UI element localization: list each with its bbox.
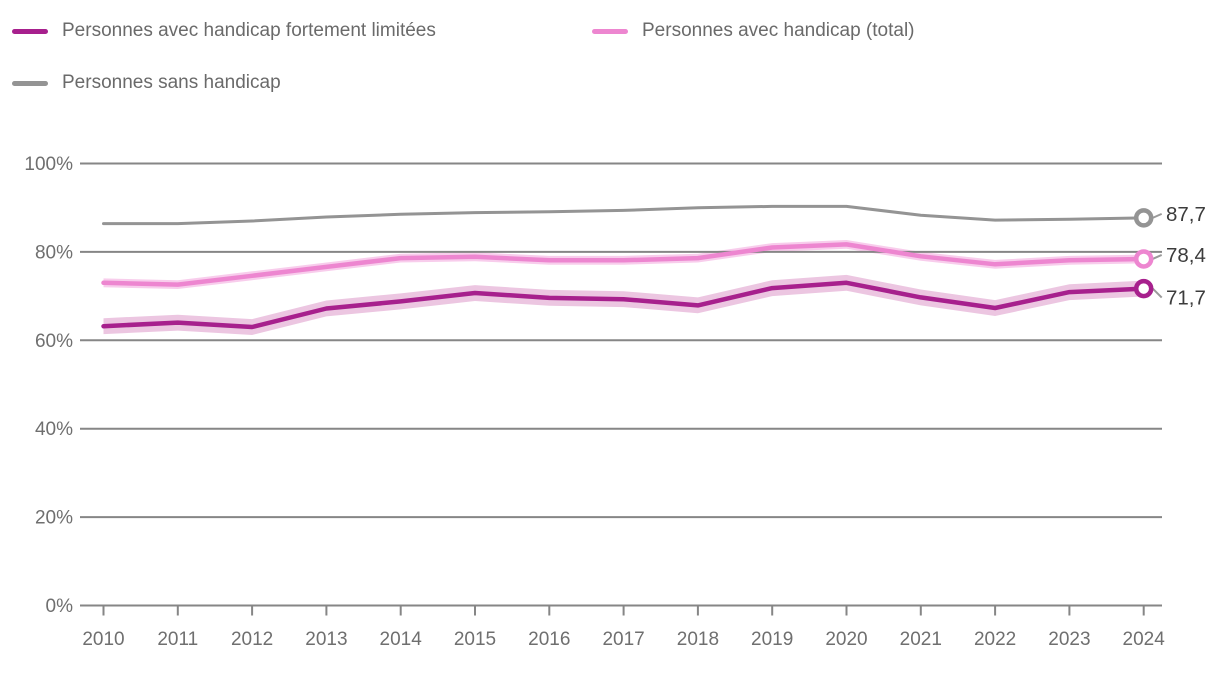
end-marker-2 xyxy=(1133,208,1154,228)
x-axis-tick-label: 2024 xyxy=(1123,629,1166,650)
series-line-2 xyxy=(102,204,1146,226)
series-line-1 xyxy=(101,242,1146,287)
x-axis-tick-label: 2014 xyxy=(380,629,423,650)
x-axis-tick-label: 2013 xyxy=(305,629,347,650)
legend-swatch-without-disability-icon xyxy=(12,80,48,86)
x-axis-tick-label: 2019 xyxy=(751,629,793,650)
y-axis-tick-label: 100% xyxy=(24,154,73,175)
end-value-label-2: 87,7 xyxy=(1166,203,1206,226)
end-label-leader-0 xyxy=(1151,287,1163,299)
legend-item-with-disability-total[interactable]: Personnes avec handicap (total) xyxy=(592,19,915,43)
y-axis-tick-label: 40% xyxy=(35,419,73,440)
x-axis-tick-label: 2021 xyxy=(900,629,942,650)
legend-label-severely-limited: Personnes avec handicap fortement limité… xyxy=(62,20,436,41)
legend-label-without-disability: Personnes sans handicap xyxy=(62,72,281,93)
x-axis-tick-label: 2020 xyxy=(825,629,867,650)
x-axis-tick-label: 2016 xyxy=(528,629,570,650)
series-line-0 xyxy=(101,280,1146,330)
legend-swatch-severely-limited-icon xyxy=(12,28,48,34)
x-axis-tick-label: 2011 xyxy=(157,629,198,650)
x-axis-tick-label: 2022 xyxy=(974,629,1016,650)
end-label-leader-1 xyxy=(1152,254,1163,260)
x-axis-tick-label: 2015 xyxy=(454,629,496,650)
legend-label-with-disability-total: Personnes avec handicap (total) xyxy=(642,20,915,41)
end-label-leader-2 xyxy=(1152,212,1163,219)
end-marker-1 xyxy=(1133,249,1154,269)
y-axis-tick-label: 20% xyxy=(35,508,73,529)
y-axis-tick-label: 0% xyxy=(46,596,74,617)
x-axis-tick-label: 2018 xyxy=(677,629,719,650)
y-axis-tick-label: 60% xyxy=(35,331,73,352)
x-axis-tick-label: 2010 xyxy=(82,629,124,650)
end-value-label-0: 71,7 xyxy=(1166,287,1206,310)
x-axis-tick-label: 2017 xyxy=(602,629,644,650)
x-axis-tick-label: 2023 xyxy=(1048,629,1090,650)
y-axis-tick-label: 80% xyxy=(35,242,73,263)
legend-swatch-with-disability-total-icon xyxy=(592,28,628,34)
x-axis-tick-label: 2012 xyxy=(231,629,273,650)
end-value-label-1: 78,4 xyxy=(1166,244,1206,267)
legend-item-severely-limited[interactable]: Personnes avec handicap fortement limité… xyxy=(12,19,436,43)
end-marker-0 xyxy=(1133,278,1154,299)
legend-item-without-disability[interactable]: Personnes sans handicap xyxy=(12,71,281,95)
